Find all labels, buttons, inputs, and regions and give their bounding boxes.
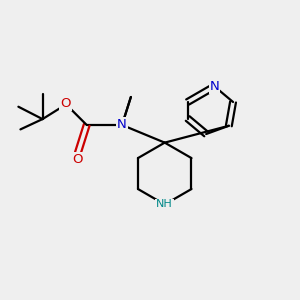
Text: N: N	[210, 80, 219, 93]
Text: O: O	[73, 153, 83, 166]
Text: O: O	[60, 97, 71, 110]
Text: NH: NH	[156, 200, 173, 209]
Text: N: N	[117, 118, 127, 131]
